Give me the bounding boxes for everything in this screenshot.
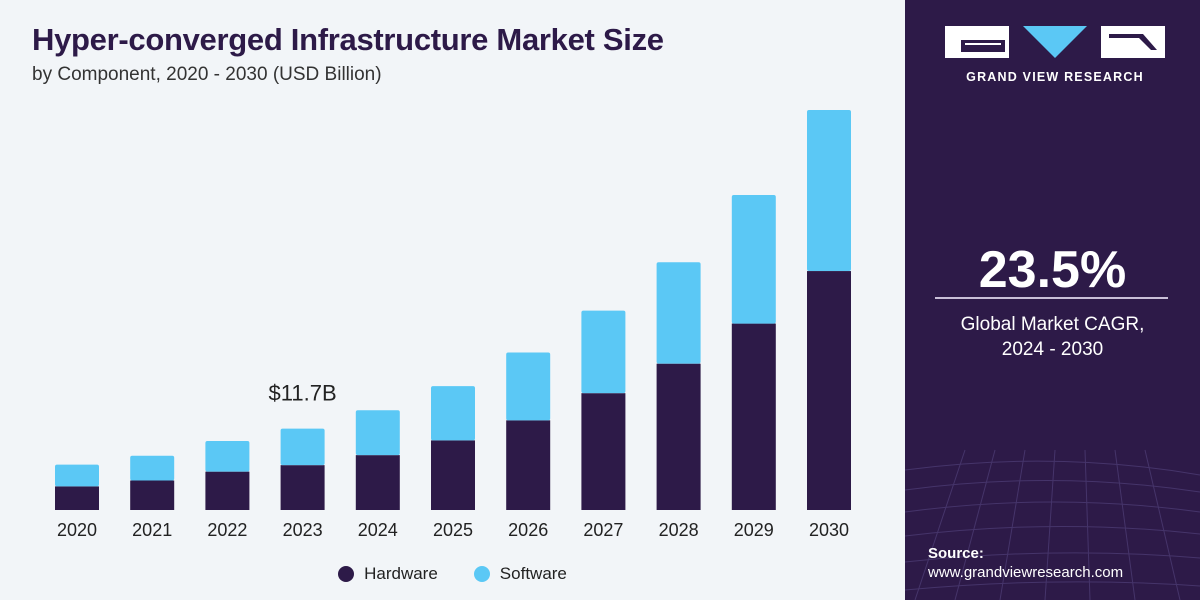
brand-name: GRAND VIEW RESEARCH [966, 70, 1144, 84]
x-tick-label-2029: 2029 [734, 520, 774, 540]
bar-hardware-2030 [807, 271, 851, 510]
bar-hardware-2022 [205, 471, 250, 510]
legend-label-software: Software [499, 564, 567, 583]
x-tick-label-2030: 2030 [809, 520, 849, 540]
bar-hardware-2028 [656, 363, 701, 510]
bar-software-2021 [130, 455, 175, 481]
chart-subtitle: by Component, 2020 - 2030 (USD Billion) [32, 64, 382, 85]
bar-software-2026 [506, 352, 551, 421]
bar-software-2024 [355, 410, 400, 456]
perspective-grid-decoration [905, 449, 1200, 600]
legend-swatch-software [473, 566, 490, 582]
bar-software-2028 [656, 262, 701, 364]
bar-hardware-2021 [130, 480, 175, 510]
brand-logo: GRAND VIEW RESEARCH [945, 22, 1165, 84]
bar-hardware-2027 [581, 393, 626, 510]
logo-mark [945, 26, 1165, 58]
bar-hardware-2026 [506, 420, 551, 510]
bar-software-2030 [807, 110, 851, 272]
bar-hardware-2025 [431, 440, 475, 510]
legend-item-software: Software [473, 562, 567, 586]
x-tick-label-2026: 2026 [508, 520, 548, 540]
bar-hardware-2029 [731, 323, 776, 510]
data-label-2023: $11.7B [269, 381, 337, 406]
source-url[interactable]: www.grandviewresearch.com [928, 564, 1124, 581]
cagr-label-line1: Global Market CAGR, [960, 314, 1145, 335]
x-tick-label-2020: 2020 [57, 520, 97, 540]
chart-legend: Hardware Software [0, 562, 905, 586]
x-tick-label-2024: 2024 [358, 520, 398, 540]
chart-title: Hyper-converged Infrastructure Market Si… [32, 22, 664, 57]
cagr-value: 23.5% [978, 241, 1127, 299]
x-tick-label-2025: 2025 [433, 520, 473, 540]
source-label: Source: [928, 545, 984, 562]
bar-hardware-2024 [355, 455, 400, 510]
chart-panel: Hyper-converged Infrastructure Market Si… [0, 22, 905, 586]
x-tick-label-2022: 2022 [207, 520, 247, 540]
legend-swatch-hardware [338, 566, 355, 582]
cagr-label-line2: 2024 - 2030 [1001, 339, 1104, 360]
cagr-divider [935, 297, 1168, 299]
bar-chart: 2020 2021 2022 2023 2024 2025 2026 2027 2028 2029… [55, 110, 851, 540]
x-tick-label-2028: 2028 [659, 520, 699, 540]
x-tick-label-2021: 2021 [132, 520, 172, 540]
bar-hardware-2020 [55, 486, 99, 510]
bar-software-2029 [731, 194, 776, 324]
cagr-label: Global Market CAGR, 2024 - 2030 [905, 312, 1200, 362]
bar-software-2027 [581, 310, 626, 394]
bar-software-2025 [431, 386, 475, 441]
bar-software-2022 [205, 440, 250, 472]
legend-label-hardware: Hardware [364, 564, 438, 583]
source-note: Source: www.grandviewresearch.com [928, 544, 1123, 582]
bar-hardware-2023 [280, 465, 325, 510]
bar-software-2023 [280, 428, 325, 466]
legend-item-hardware: Hardware [338, 562, 438, 586]
bar-software-2020 [55, 464, 99, 487]
x-tick-label-2027: 2027 [583, 520, 623, 540]
x-tick-label-2023: 2023 [283, 520, 323, 540]
summary-panel: GRAND VIEW RESEARCH 23.5% Global Market … [905, 0, 1200, 600]
